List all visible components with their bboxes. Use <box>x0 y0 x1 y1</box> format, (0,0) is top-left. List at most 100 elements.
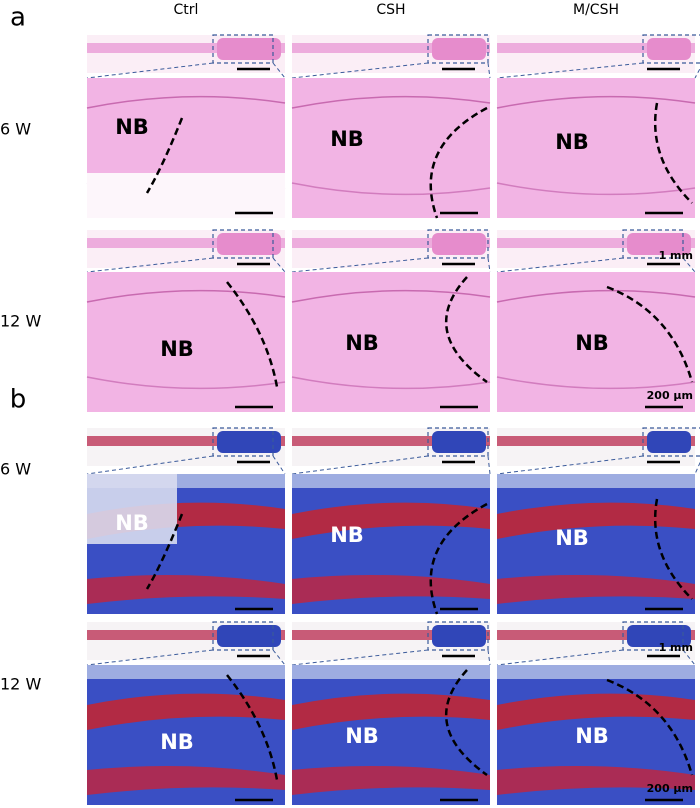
zoom-connector <box>487 257 491 273</box>
overview-tissue <box>497 630 695 640</box>
tissue-texture <box>291 376 491 390</box>
zoom-connector <box>496 62 644 79</box>
collagen-band <box>292 766 490 795</box>
defect-boundary <box>444 276 488 384</box>
overview-tissue <box>87 630 285 640</box>
overview-tissue <box>87 238 285 248</box>
soft-tissue <box>292 665 490 679</box>
collagen-band <box>87 575 285 604</box>
overview-tissue-thick <box>217 38 281 60</box>
background-region <box>87 474 177 544</box>
overview-tissue <box>87 43 285 53</box>
overview-tissue-thick <box>432 625 486 647</box>
row-label: 6 W <box>0 120 31 139</box>
zoom-connector <box>487 455 491 475</box>
tissue-texture <box>291 95 491 109</box>
tissue-texture <box>86 376 286 390</box>
zoom-box <box>212 34 274 64</box>
defect-boundary <box>653 102 693 204</box>
nb-label: NB <box>160 730 194 754</box>
overview-tissue <box>497 436 695 446</box>
nb-label: NB <box>345 724 379 748</box>
zoom-connector <box>487 62 491 79</box>
zoom-connector <box>86 62 214 79</box>
defect-boundary <box>606 678 694 776</box>
nb-label: NB <box>575 331 609 355</box>
collagen-band <box>292 693 490 730</box>
tissue-texture <box>291 289 491 303</box>
zoom-connector <box>86 257 214 273</box>
zoom-connector <box>682 257 696 273</box>
zoom-box <box>212 427 274 457</box>
collagen-band <box>292 502 490 539</box>
zoom-box <box>622 621 684 651</box>
collagen-band <box>292 575 490 604</box>
overview-tissue-thick <box>217 431 281 453</box>
overview-tissue <box>497 238 695 248</box>
zoom-connector <box>291 62 429 79</box>
nb-label: NB <box>345 331 379 355</box>
overview-tissue <box>87 436 285 446</box>
tissue-texture <box>86 95 286 109</box>
collagen-band <box>497 502 695 539</box>
zoom-connector <box>496 455 644 475</box>
column-label: Ctrl <box>174 2 199 18</box>
tissue-texture <box>496 376 696 390</box>
zoom-connector <box>272 649 286 666</box>
zoom-connector <box>487 649 491 666</box>
overview-tissue <box>292 238 490 248</box>
collagen-band <box>497 766 695 795</box>
row-label: 12 W <box>0 675 41 694</box>
defect-boundary <box>606 285 694 383</box>
nb-label: NB <box>555 130 589 154</box>
overview-tissue <box>292 43 490 53</box>
overview-tissue-thick <box>217 625 281 647</box>
overview-tissue-thick <box>432 431 486 453</box>
panel-label: a <box>10 3 26 33</box>
scale-label: 200 µm <box>647 389 693 402</box>
row-label: 12 W <box>0 312 41 331</box>
column-label: M/CSH <box>573 2 619 18</box>
nb-label: NB <box>115 115 149 139</box>
overview-tissue-thick <box>432 233 486 255</box>
tissue-texture <box>291 182 491 196</box>
overview-tissue-thick <box>647 431 691 453</box>
zoom-connector <box>86 455 214 475</box>
zoom-connector <box>272 62 286 79</box>
row-label: 6 W <box>0 460 31 479</box>
nb-label: NB <box>330 127 364 151</box>
soft-tissue <box>497 474 695 488</box>
zoom-box <box>622 229 684 259</box>
overview-tissue-thick <box>217 233 281 255</box>
overview-tissue <box>497 43 695 53</box>
defect-boundary <box>653 498 693 600</box>
overview-tissue-thick <box>627 233 691 255</box>
column-label: CSH <box>376 2 405 18</box>
defect-boundary <box>429 502 488 615</box>
defect-boundary <box>429 106 488 219</box>
nb-label: NB <box>575 724 609 748</box>
nb-label: NB <box>115 511 149 535</box>
overview-tissue-thick <box>627 625 691 647</box>
background-region <box>87 173 285 218</box>
tissue-texture <box>496 289 696 303</box>
zoom-box <box>427 427 489 457</box>
soft-tissue <box>497 665 695 679</box>
overview-tissue <box>292 436 490 446</box>
defect-boundary <box>145 117 184 194</box>
overview-tissue-thick <box>647 38 691 60</box>
zoom-connector <box>694 461 700 475</box>
zoom-box <box>427 621 489 651</box>
tissue-texture <box>86 289 286 303</box>
zoom-connector <box>694 67 700 79</box>
panel-label: b <box>10 385 27 415</box>
zoom-box <box>642 427 700 457</box>
defect-boundary <box>145 513 184 590</box>
overview-tissue <box>292 630 490 640</box>
nb-label: NB <box>330 523 364 547</box>
defect-boundary <box>226 674 279 781</box>
collagen-band <box>497 575 695 604</box>
soft-tissue <box>292 474 490 488</box>
defect-boundary <box>444 669 488 777</box>
